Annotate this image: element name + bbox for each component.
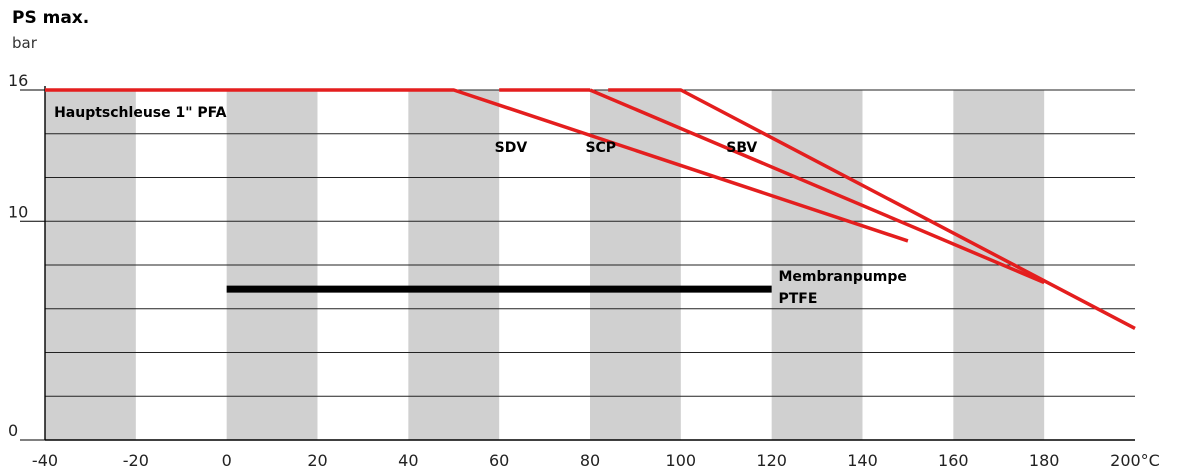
series-label-scp: SCP — [585, 140, 616, 156]
x-tick-label: 0 — [222, 451, 232, 470]
x-tick-label: -40 — [32, 451, 58, 470]
x-tick-label: 120 — [756, 451, 787, 470]
x-tick-label: 60 — [489, 451, 509, 470]
series-label-membran_line1: Membranpumpe — [778, 269, 906, 285]
y-tick-label: 0 — [8, 421, 18, 440]
series-labels: Hauptschleuse 1" PFA SDV SCP SBV Membranpump… — [54, 105, 907, 307]
y-tick-label: 16 — [8, 71, 28, 90]
x-tick-label: 160 — [938, 451, 969, 470]
x-tick-labels: -40 -20 0 20 40 60 80 100 120 140 160 180 200°C — [32, 451, 1160, 470]
x-tick-label: 20 — [307, 451, 327, 470]
x-tick-label: 180 — [1029, 451, 1060, 470]
series-line-0 — [45, 88, 909, 243]
x-tick-label: 140 — [847, 451, 878, 470]
series-label-hauptschleuse: Hauptschleuse 1" PFA — [54, 105, 227, 121]
series-label-sdv: SDV — [495, 140, 528, 156]
x-tick-label: 100 — [666, 451, 697, 470]
x-tick-label: 200°C — [1110, 451, 1160, 470]
series-line-2 — [589, 88, 1045, 285]
x-tick-label: 40 — [398, 451, 418, 470]
series-line-3 — [608, 88, 1136, 330]
x-tick-label: -20 — [123, 451, 149, 470]
series-lines — [45, 88, 1136, 330]
y-tick-label: 10 — [8, 202, 28, 221]
y-tick-labels: 0 10 16 — [8, 71, 28, 440]
series-label-membran_line2: PTFE — [778, 291, 817, 307]
chart-title: PS max. — [12, 8, 90, 28]
y-axis-unit: bar — [12, 34, 37, 52]
series-label-sbv: SBV — [726, 140, 757, 156]
x-tick-label: 80 — [580, 451, 600, 470]
